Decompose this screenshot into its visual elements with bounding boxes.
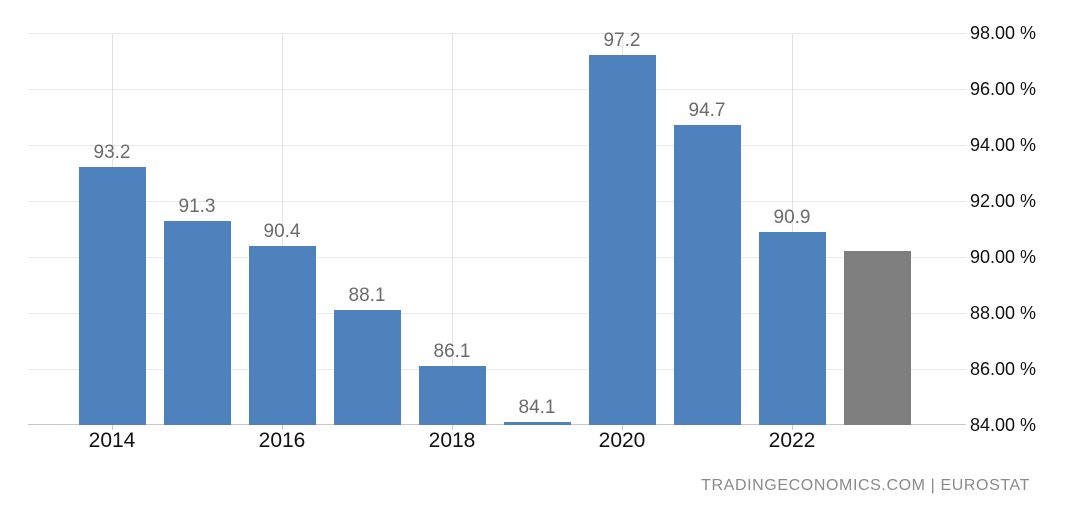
bar[interactable] — [78, 167, 146, 425]
y-tick-label: 86.00 % — [970, 359, 1037, 379]
bar-value-label: 86.1 — [433, 341, 471, 363]
h-gridline — [28, 257, 966, 258]
bar-value-label: 94.7 — [688, 100, 726, 122]
x-tick-label: 2016 — [258, 429, 306, 452]
bar-value-label: 88.1 — [348, 285, 386, 307]
x-tick-mark — [112, 425, 113, 430]
bar[interactable] — [673, 125, 741, 425]
y-tick-label: 96.00 % — [970, 79, 1037, 99]
bar[interactable] — [163, 220, 231, 425]
bar-value-label: 90.4 — [263, 220, 301, 242]
h-gridline — [28, 145, 966, 146]
bar[interactable] — [843, 251, 911, 425]
attribution-text: TRADINGECONOMICS.COM | EUROSTAT — [701, 477, 1030, 494]
y-tick-label: 98.00 % — [970, 23, 1037, 43]
bar[interactable] — [333, 310, 401, 425]
y-tick-label: 84.00 % — [970, 415, 1037, 435]
h-gridline — [28, 313, 966, 314]
v-gridline — [452, 33, 453, 425]
bar[interactable] — [758, 231, 826, 425]
h-gridline — [28, 369, 966, 370]
y-tick-label: 88.00 % — [970, 303, 1037, 323]
h-gridline — [28, 201, 966, 202]
h-gridline — [28, 89, 966, 90]
x-tick-label: 2022 — [768, 429, 816, 452]
v-gridline — [792, 33, 793, 425]
x-tick-mark — [282, 425, 283, 430]
h-gridline — [28, 33, 966, 34]
x-tick-mark — [452, 425, 453, 430]
v-gridline — [282, 33, 283, 425]
x-tick-label: 2020 — [598, 429, 646, 452]
x-tick-mark — [622, 425, 623, 430]
y-tick-label: 94.00 % — [970, 135, 1037, 155]
bar-value-label: 93.2 — [93, 142, 131, 164]
bar[interactable] — [503, 422, 571, 425]
x-tick-label: 2018 — [428, 429, 476, 452]
y-tick-label: 92.00 % — [970, 191, 1037, 211]
plot-area: 93.2 91.3 90.4 88.1 86.1 84.1 97.2 94.7 90.9 — [28, 30, 966, 425]
bar[interactable] — [588, 55, 656, 425]
bar[interactable] — [418, 366, 486, 425]
bar-value-label: 90.9 — [773, 206, 811, 228]
x-tick-mark — [792, 425, 793, 430]
x-tick-label: 2014 — [88, 429, 136, 452]
x-axis-line — [28, 424, 966, 425]
bar[interactable] — [248, 245, 316, 425]
y-tick-label: 90.00 % — [970, 247, 1037, 267]
bar-value-label: 97.2 — [603, 30, 641, 52]
bar-value-label: 84.1 — [518, 397, 556, 419]
bar-value-label: 91.3 — [178, 195, 216, 217]
